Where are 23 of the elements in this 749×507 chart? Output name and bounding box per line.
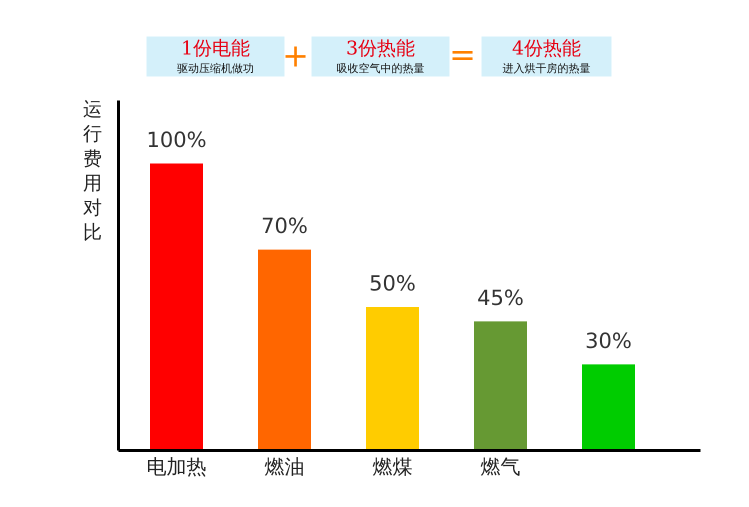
text: =: [449, 36, 476, 74]
text: 驱动压缩机做功: [177, 62, 254, 75]
bar: [582, 364, 635, 450]
x-tick-label: 电加热: [146, 454, 206, 478]
x-tick-label: 燃油: [264, 454, 304, 478]
text: 1份电能: [180, 38, 250, 60]
x-tick-label: 燃气: [480, 454, 520, 478]
text: 4份热能: [512, 38, 582, 60]
y-axis-title: 运行费用对比: [83, 98, 102, 244]
text: 进入烘干房的热量: [502, 62, 590, 75]
x-tick-label: 燃煤: [372, 454, 412, 478]
bar: [366, 307, 419, 450]
bar: [258, 250, 311, 450]
data-label: 45%: [477, 286, 524, 310]
bar: [150, 164, 203, 450]
data-label: 100%: [146, 128, 207, 152]
data-label: 50%: [369, 272, 416, 296]
data-label: 70%: [261, 214, 308, 238]
text: 吸收空气中的热量: [336, 62, 424, 75]
bar: [474, 321, 527, 450]
text: +: [282, 36, 309, 74]
text: 3份热能: [346, 38, 416, 60]
data-label: 30%: [585, 328, 632, 353]
